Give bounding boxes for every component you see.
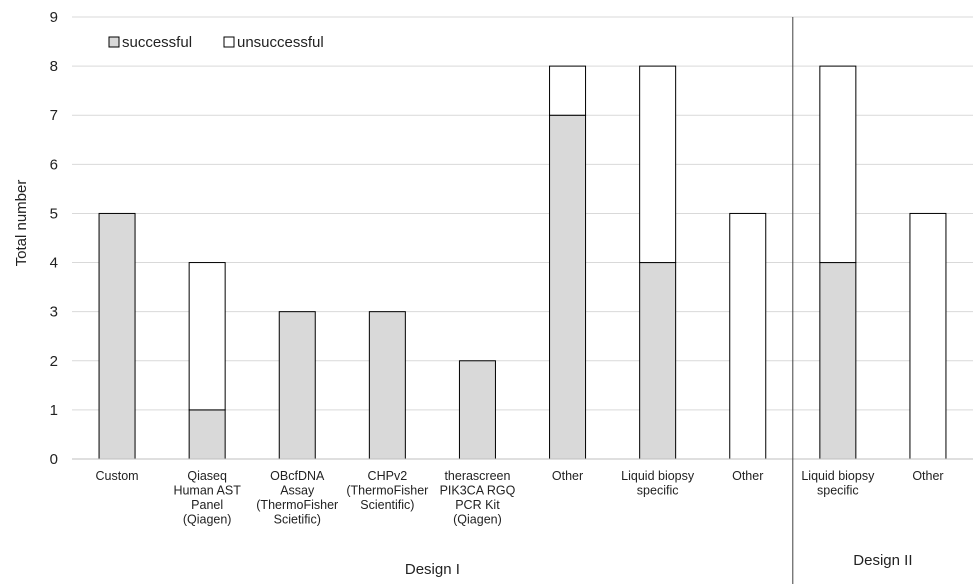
- x-category-label-line: Liquid biopsy: [801, 469, 875, 483]
- x-category-label-line: specific: [817, 484, 859, 498]
- y-tick-label: 0: [50, 451, 58, 468]
- x-category-label-line: Scientific): [360, 498, 414, 512]
- x-category-label: therascreen PIK3CA RGQ PCR Kit (Qiagen): [440, 469, 516, 527]
- x-category-label-line: (Qiagen): [453, 513, 502, 527]
- x-category-label: Liquid biopsy specific: [621, 469, 695, 498]
- x-category-label-line: (Qiagen): [183, 513, 232, 527]
- x-category-label: Other: [552, 469, 583, 483]
- x-category-label-line: therascreen: [444, 469, 510, 483]
- x-category-label-line: Panel: [191, 498, 223, 512]
- x-category-label-line: Scietific): [274, 513, 321, 527]
- group-label: Design I: [405, 561, 460, 578]
- x-category-label: Qiaseq Human AST Panel (Qiagen): [173, 469, 241, 527]
- x-category-label-line: Other: [732, 469, 763, 483]
- x-category-label-line: Qiaseq: [187, 469, 227, 483]
- legend-label: unsuccessful: [237, 34, 324, 51]
- x-category-label: Other: [912, 469, 943, 483]
- y-tick-label: 6: [50, 156, 58, 173]
- x-category-label-line: Human AST: [173, 484, 241, 498]
- x-category-labels: Custom Qiaseq Human AST Panel (Qiagen)OBcfDN…: [96, 469, 944, 527]
- bar-successful: [98, 212, 136, 460]
- x-category-label-line: PIK3CA RGQ: [440, 484, 516, 498]
- legend-swatch-unsuccessful: [223, 36, 235, 48]
- x-category-label: OBcfDNA Assay (ThermoFisher Scietific): [256, 469, 338, 527]
- x-category-label-line: (ThermoFisher: [256, 498, 338, 512]
- x-category-label-line: specific: [637, 484, 679, 498]
- y-tick-label: 4: [50, 255, 58, 272]
- x-category-label-line: Other: [552, 469, 583, 483]
- x-category-label-line: CHPv2: [368, 469, 408, 483]
- x-category-label-line: (ThermoFisher: [346, 484, 428, 498]
- bar-unsuccessful: [819, 65, 857, 264]
- legend-label: successful: [122, 34, 192, 51]
- bar-successful: [639, 262, 677, 460]
- x-category-label-line: Other: [912, 469, 943, 483]
- bar-unsuccessful: [909, 212, 947, 460]
- y-tick-label: 8: [50, 58, 58, 75]
- y-tick-label: 5: [50, 205, 58, 222]
- y-tick-labels: 0 1 2 3 4 5 6 7 8 9: [50, 9, 58, 468]
- bar-successful: [278, 311, 316, 460]
- bar-successful: [549, 114, 587, 460]
- x-category-label: Other: [732, 469, 763, 483]
- y-tick-label: 7: [50, 107, 58, 124]
- x-category-label: Liquid biopsy specific: [801, 469, 875, 498]
- bar-successful: [188, 409, 226, 460]
- x-category-label-line: PCR Kit: [455, 498, 500, 512]
- bar-successful: [458, 360, 496, 460]
- y-tick-label: 3: [50, 304, 58, 321]
- x-category-label-line: Assay: [280, 484, 315, 498]
- y-tick-label: 1: [50, 402, 58, 419]
- bar-unsuccessful: [639, 65, 677, 264]
- group-labels: Design I Design II: [405, 17, 913, 584]
- bar-unsuccessful: [729, 212, 767, 460]
- x-category-label-line: Liquid biopsy: [621, 469, 695, 483]
- bar-successful: [819, 262, 857, 460]
- bar-unsuccessful: [188, 262, 226, 411]
- y-axis-title: Total number: [13, 180, 30, 267]
- legend: successful unsuccessful: [108, 34, 324, 51]
- y-tick-label: 9: [50, 9, 58, 26]
- group-label: Design II: [853, 552, 912, 569]
- x-category-label: Custom: [96, 469, 139, 483]
- bars: [98, 65, 947, 460]
- y-tick-label: 2: [50, 353, 58, 370]
- x-category-label-line: OBcfDNA: [270, 469, 325, 483]
- x-category-label-line: Custom: [96, 469, 139, 483]
- bar-unsuccessful: [549, 65, 587, 116]
- x-category-label: CHPv2 (ThermoFisher Scientific): [346, 469, 428, 512]
- legend-swatch-successful: [108, 36, 120, 48]
- bar-successful: [368, 311, 406, 460]
